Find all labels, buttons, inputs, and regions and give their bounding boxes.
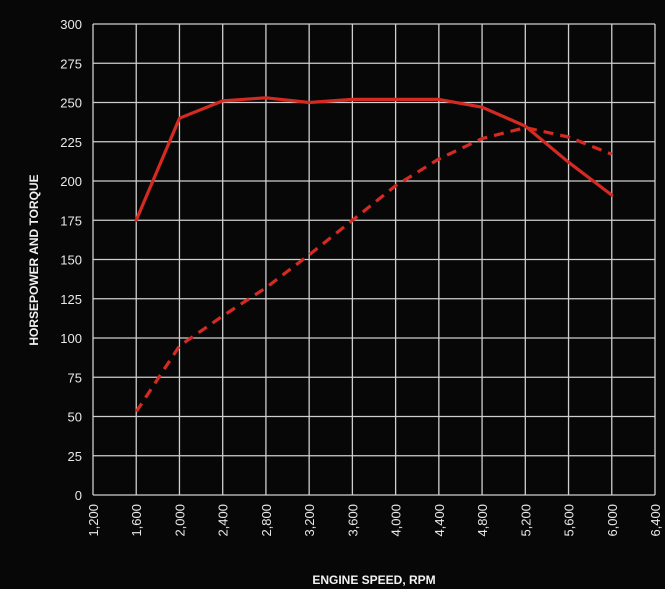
y-tick-label: 25 (68, 449, 82, 464)
x-tick-label: 1,600 (129, 504, 144, 537)
dashed-series-line (134, 125, 613, 413)
y-tick-label: 275 (60, 56, 82, 71)
x-tick-label: 4,400 (432, 504, 447, 537)
solid-series-line (134, 96, 614, 222)
x-tick-label: 2,400 (216, 504, 231, 537)
x-tick-label: 2,800 (259, 504, 274, 537)
y-tick-label: 125 (60, 292, 82, 307)
y-tick-label: 250 (60, 96, 82, 111)
x-tick-label: 3,600 (345, 504, 360, 537)
y-tick-label: 175 (60, 213, 82, 228)
x-tick-label: 3,200 (302, 504, 317, 537)
x-tick-label: 6,000 (605, 504, 620, 537)
y-tick-label: 75 (68, 370, 82, 385)
y-tick-label: 300 (60, 17, 82, 32)
y-axis-title: HORSEPOWER AND TORQUE (27, 174, 41, 345)
x-tick-label: 4,000 (389, 504, 404, 537)
x-tick-label: 5,600 (562, 504, 577, 537)
y-tick-label: 50 (68, 410, 82, 425)
x-tick-label: 1,200 (86, 504, 101, 537)
y-tick-label: 200 (60, 174, 82, 189)
data-series (134, 96, 614, 413)
x-tick-label: 6,400 (648, 504, 663, 537)
x-tick-label: 2,000 (172, 504, 187, 537)
x-tick-labels: 1,200 1,600 2,000 2,400 2,800 3,200 3,600 4,000… (86, 504, 663, 537)
x-tick-label: 4,800 (475, 504, 490, 537)
x-axis-title: ENGINE SPEED, RPM (312, 573, 435, 587)
y-tick-labels: 0 25 50 75 100 125 150 175 200 225 250 275 300 (60, 17, 82, 503)
y-tick-label: 0 (75, 488, 82, 503)
y-tick-label: 100 (60, 331, 82, 346)
x-tick-label: 5,200 (518, 504, 533, 537)
y-tick-label: 150 (60, 253, 82, 268)
y-tick-label: 225 (60, 135, 82, 150)
